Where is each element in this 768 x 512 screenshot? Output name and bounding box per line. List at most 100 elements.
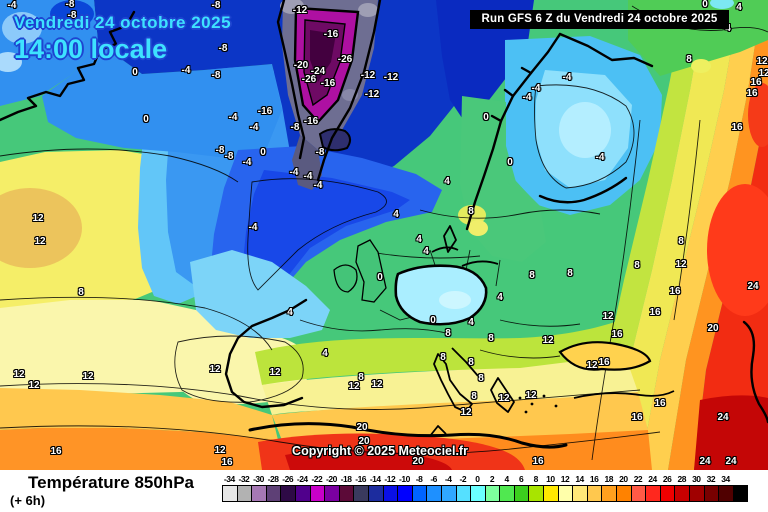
temp-value-label: 0 <box>143 114 149 125</box>
temp-value-label: 24 <box>699 456 711 467</box>
temp-value-label: 8 <box>445 328 451 339</box>
scale-cell <box>484 485 501 502</box>
scale-tick-label: 34 <box>721 474 730 484</box>
scale-cell <box>280 485 296 502</box>
scale-tick-label: -2 <box>459 474 467 484</box>
scale-cell <box>236 485 253 502</box>
temp-value-label: 12 <box>348 381 360 392</box>
temp-value-label: -4 <box>531 83 541 94</box>
temp-value-label: 4 <box>468 317 474 328</box>
temp-value-label: 8 <box>440 352 446 363</box>
scale-tick-label: -30 <box>253 474 264 484</box>
scale-tick-label: -6 <box>430 474 437 484</box>
temp-value-label: -8 <box>211 0 221 11</box>
temp-value-label: 0 <box>132 67 138 78</box>
temp-value-label: 8 <box>468 206 474 217</box>
scale-cell <box>718 485 734 502</box>
scale-tick-label: 32 <box>706 474 716 484</box>
temp-value-label: -8 <box>65 0 75 10</box>
temp-value-label: 8 <box>529 270 535 281</box>
temp-value-label: 16 <box>611 329 623 340</box>
temp-value-label: -16 <box>257 106 273 117</box>
scale-tick-label: 12 <box>560 474 570 484</box>
temp-value-label: 16 <box>221 457 233 468</box>
temp-value-label: -4 <box>249 122 259 133</box>
temp-value-label: 12 <box>756 56 768 67</box>
temp-value-label: 0 <box>377 272 383 283</box>
temp-value-label: 8 <box>358 372 364 383</box>
scale-tick-label: 22 <box>633 474 643 484</box>
temp-value-label: 12 <box>209 364 221 375</box>
temp-value-label: -8 <box>218 43 228 54</box>
temp-value-label: -4 <box>248 222 258 233</box>
scale-tick-label: 10 <box>546 474 555 484</box>
temp-value-label: -8 <box>315 147 325 158</box>
scale-tick-label: 0 <box>475 474 480 484</box>
temp-value-label: 12 <box>675 259 687 270</box>
temp-value-label: -4 <box>313 180 323 191</box>
legend-bar: Température 850hPa (+ 6h) -34 -32 -30 -28 -2… <box>0 470 768 512</box>
temp-value-label: -8 <box>215 145 225 156</box>
scale-cell <box>265 485 282 502</box>
temp-value-label: -26 <box>301 74 317 85</box>
temp-value-label: -4 <box>595 152 605 163</box>
scale-tick-label: -24 <box>296 474 308 484</box>
color-scale-cells <box>222 485 749 502</box>
scale-tick-label: -16 <box>355 474 367 484</box>
map-title: Température 850hPa <box>28 473 194 492</box>
temperature-labels-layer: -4 -8 -8 -8 -8 0 -4 -8 0 -12 -16 -26 -20 -24 -26 -16 -12… <box>8 0 768 468</box>
scale-tick-label: 18 <box>604 474 614 484</box>
scale-tick-label: 24 <box>648 474 657 484</box>
color-scale-labels: -34 -32 -30 -28 -26 -24 -22 -20 -18 -16 -14 -12 -10-… <box>222 474 748 484</box>
temp-value-label: -12 <box>364 89 380 100</box>
temp-value-label: -12 <box>360 70 376 81</box>
temp-value-label: 4 <box>497 292 503 303</box>
scale-tick-label: -22 <box>311 474 323 484</box>
temp-value-label: 12 <box>269 367 281 378</box>
scale-cell <box>338 485 355 502</box>
temp-value-label: 16 <box>669 286 681 297</box>
temp-value-label: 0 <box>430 315 436 326</box>
temp-value-label: 24 <box>717 412 729 423</box>
temp-value-label: 12 <box>371 379 383 390</box>
temp-value-label: 8 <box>78 287 84 298</box>
temp-value-label: 12 <box>586 360 598 371</box>
temp-value-label: -24 <box>310 66 326 77</box>
scale-cell <box>470 485 486 502</box>
scale-tick-label: 2 <box>489 474 495 484</box>
temp-value-label: 8 <box>686 54 692 65</box>
temp-value-label: 4 <box>423 246 429 257</box>
temp-value-label: 12 <box>13 369 25 380</box>
scale-tick-label: 28 <box>677 474 686 484</box>
temp-value-label: -4 <box>522 92 532 103</box>
scale-cell <box>689 485 705 502</box>
temp-value-label: 16 <box>631 412 643 423</box>
scale-tick-label: 16 <box>589 474 599 484</box>
temp-value-label: 4 <box>287 307 293 318</box>
scale-cell <box>601 485 618 502</box>
temp-value-label: 0 <box>702 0 708 10</box>
date-text: Vendredi 24 octobre 2025 <box>14 13 232 32</box>
temperature-map: -4 -8 -8 -8 -8 0 -4 -8 0 -12 -16 -26 -20 -24 -26 -16 -12… <box>0 0 768 470</box>
temp-value-label: 8 <box>468 357 474 368</box>
temp-value-label: 8 <box>634 260 640 271</box>
scale-tick-label: 8 <box>533 474 539 484</box>
datetime-overlay: Vendredi 24 octobre 2025 14:00 locale <box>14 13 231 65</box>
scale-cell <box>586 485 603 502</box>
temp-value-label: -16 <box>320 78 336 89</box>
scale-cell <box>543 485 559 502</box>
scale-tick-label: -26 <box>282 474 294 484</box>
scale-cell <box>732 485 749 502</box>
temp-value-label: -8 <box>224 151 234 162</box>
temp-value-label: 12 <box>28 380 40 391</box>
temp-value-label: 12 <box>758 68 768 79</box>
temp-value-label: 0 <box>260 147 266 158</box>
scale-cell <box>411 485 428 502</box>
temp-value-label: 4 <box>416 234 422 245</box>
temp-value-label: 16 <box>731 122 743 133</box>
temp-value-label: -8 <box>211 70 221 81</box>
temp-value-label: 4 <box>736 2 742 13</box>
scale-tick-label: -34 <box>223 474 235 484</box>
temp-value-label: 12 <box>525 390 537 401</box>
